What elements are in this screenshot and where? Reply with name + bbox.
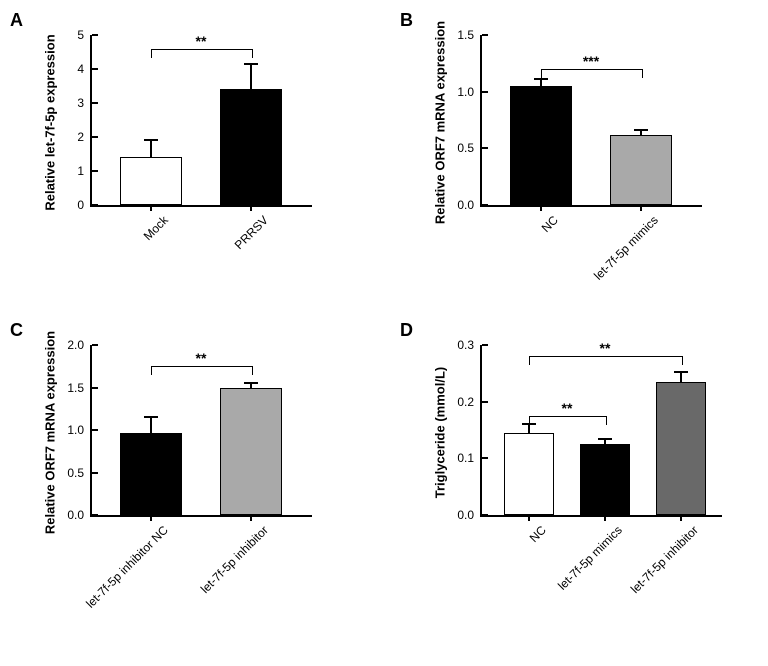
y-tick: 0.0 [67, 508, 92, 522]
significance-bracket [151, 366, 253, 375]
panel-a-label: A [10, 10, 23, 31]
error-cap [144, 416, 158, 418]
panel-b-plot: 0.00.51.01.5NClet-7f-5p mimics*** [480, 35, 702, 207]
bar [120, 433, 182, 515]
panel-b: B Relative ORF7 mRNA expression 0.00.51.… [400, 10, 760, 310]
x-category-label: PRRSV [155, 213, 271, 329]
x-tick-mark [540, 205, 542, 211]
y-tick: 4 [77, 62, 92, 76]
y-tick: 1.5 [67, 381, 92, 395]
panel-c-plot: 0.00.51.01.52.0let-7f-5p inhibitor NClet… [90, 345, 312, 517]
y-tick: 0.5 [457, 141, 482, 155]
error-cap [244, 63, 258, 65]
y-tick: 0.1 [457, 451, 482, 465]
bar [510, 86, 572, 205]
panel-d-plot: 0.00.10.20.3NClet-7f-5p mimicslet-7f-5p … [480, 345, 722, 517]
significance-bracket [529, 356, 683, 365]
x-tick-mark [640, 205, 642, 211]
significance-text: ** [562, 400, 573, 416]
x-category-label: NC [445, 213, 561, 329]
error-cap [144, 139, 158, 141]
bar [220, 89, 282, 205]
panel-b-ylabel: Relative ORF7 mRNA expression [433, 13, 448, 233]
x-tick-mark [604, 515, 606, 521]
error-bar [540, 79, 542, 86]
error-bar [150, 140, 152, 157]
y-tick: 0.0 [457, 198, 482, 212]
y-tick: 2 [77, 130, 92, 144]
bar [656, 382, 706, 515]
x-tick-mark [680, 515, 682, 521]
error-cap [674, 371, 688, 373]
bar [220, 388, 282, 515]
significance-text: ** [600, 340, 611, 356]
y-tick: 0.5 [67, 466, 92, 480]
significance-text: *** [583, 53, 599, 69]
y-tick: 1.0 [67, 423, 92, 437]
panel-c-label: C [10, 320, 23, 341]
error-bar [150, 417, 152, 432]
y-tick: 1 [77, 164, 92, 178]
x-category-label: let-7f-5p inhibitor [155, 523, 271, 639]
bar [120, 157, 182, 205]
y-tick: 5 [77, 28, 92, 42]
y-tick: 1.0 [457, 85, 482, 99]
panel-a: A Relative let-7f-5p expression 012345Mo… [10, 10, 370, 310]
significance-bracket [541, 69, 643, 78]
panel-b-label: B [400, 10, 413, 31]
y-tick: 0 [77, 198, 92, 212]
error-cap [598, 438, 612, 440]
y-tick: 3 [77, 96, 92, 110]
x-category-label: Mock [55, 213, 171, 329]
significance-bracket [529, 416, 607, 425]
error-cap [634, 129, 648, 131]
error-cap [244, 382, 258, 384]
y-tick: 0.2 [457, 395, 482, 409]
y-tick: 0.0 [457, 508, 482, 522]
y-tick: 0.3 [457, 338, 482, 352]
x-tick-mark [528, 515, 530, 521]
error-bar [680, 372, 682, 382]
error-cap [534, 78, 548, 80]
x-tick-mark [150, 515, 152, 521]
panel-c-ylabel: Relative ORF7 mRNA expression [43, 323, 58, 543]
x-tick-mark [150, 205, 152, 211]
panel-a-ylabel: Relative let-7f-5p expression [43, 23, 58, 223]
panel-d: D Triglyceride (mmol/L) 0.00.10.20.3NCle… [400, 320, 760, 660]
x-category-label: let-7f-5p inhibitor NC [55, 523, 171, 639]
panel-a-plot: 012345MockPRRSV** [90, 35, 312, 207]
y-tick: 1.5 [457, 28, 482, 42]
error-bar [250, 64, 252, 90]
significance-bracket [151, 49, 253, 58]
bar [504, 433, 554, 515]
x-tick-mark [250, 515, 252, 521]
panel-c: C Relative ORF7 mRNA expression 0.00.51.… [10, 320, 370, 660]
significance-text: ** [196, 350, 207, 366]
x-category-label: let-7f-5p mimics [545, 213, 661, 329]
x-tick-mark [250, 205, 252, 211]
bar [580, 444, 630, 515]
bar [610, 135, 672, 205]
error-bar [528, 424, 530, 433]
y-tick: 2.0 [67, 338, 92, 352]
significance-text: ** [196, 33, 207, 49]
panel-d-label: D [400, 320, 413, 341]
panel-d-ylabel: Triglyceride (mmol/L) [433, 343, 448, 523]
